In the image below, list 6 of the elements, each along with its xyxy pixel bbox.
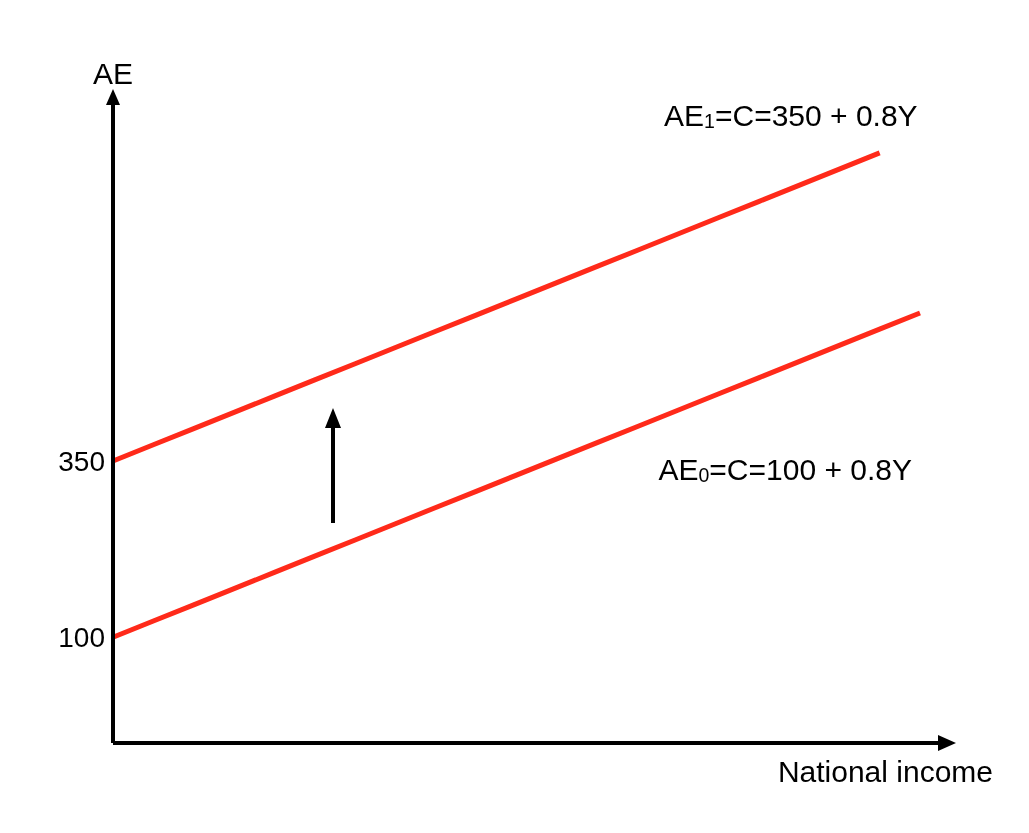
annotation: AE0=C=100 + 0.8Y bbox=[658, 452, 912, 486]
y-axis-title: AE bbox=[92, 57, 134, 90]
x-axis-title: National income bbox=[777, 755, 993, 788]
annotation: AE1=C=350 + 0.8Y bbox=[664, 98, 918, 132]
y-tick-label: 100 bbox=[58, 622, 105, 654]
y-tick-label: 350 bbox=[58, 445, 105, 477]
